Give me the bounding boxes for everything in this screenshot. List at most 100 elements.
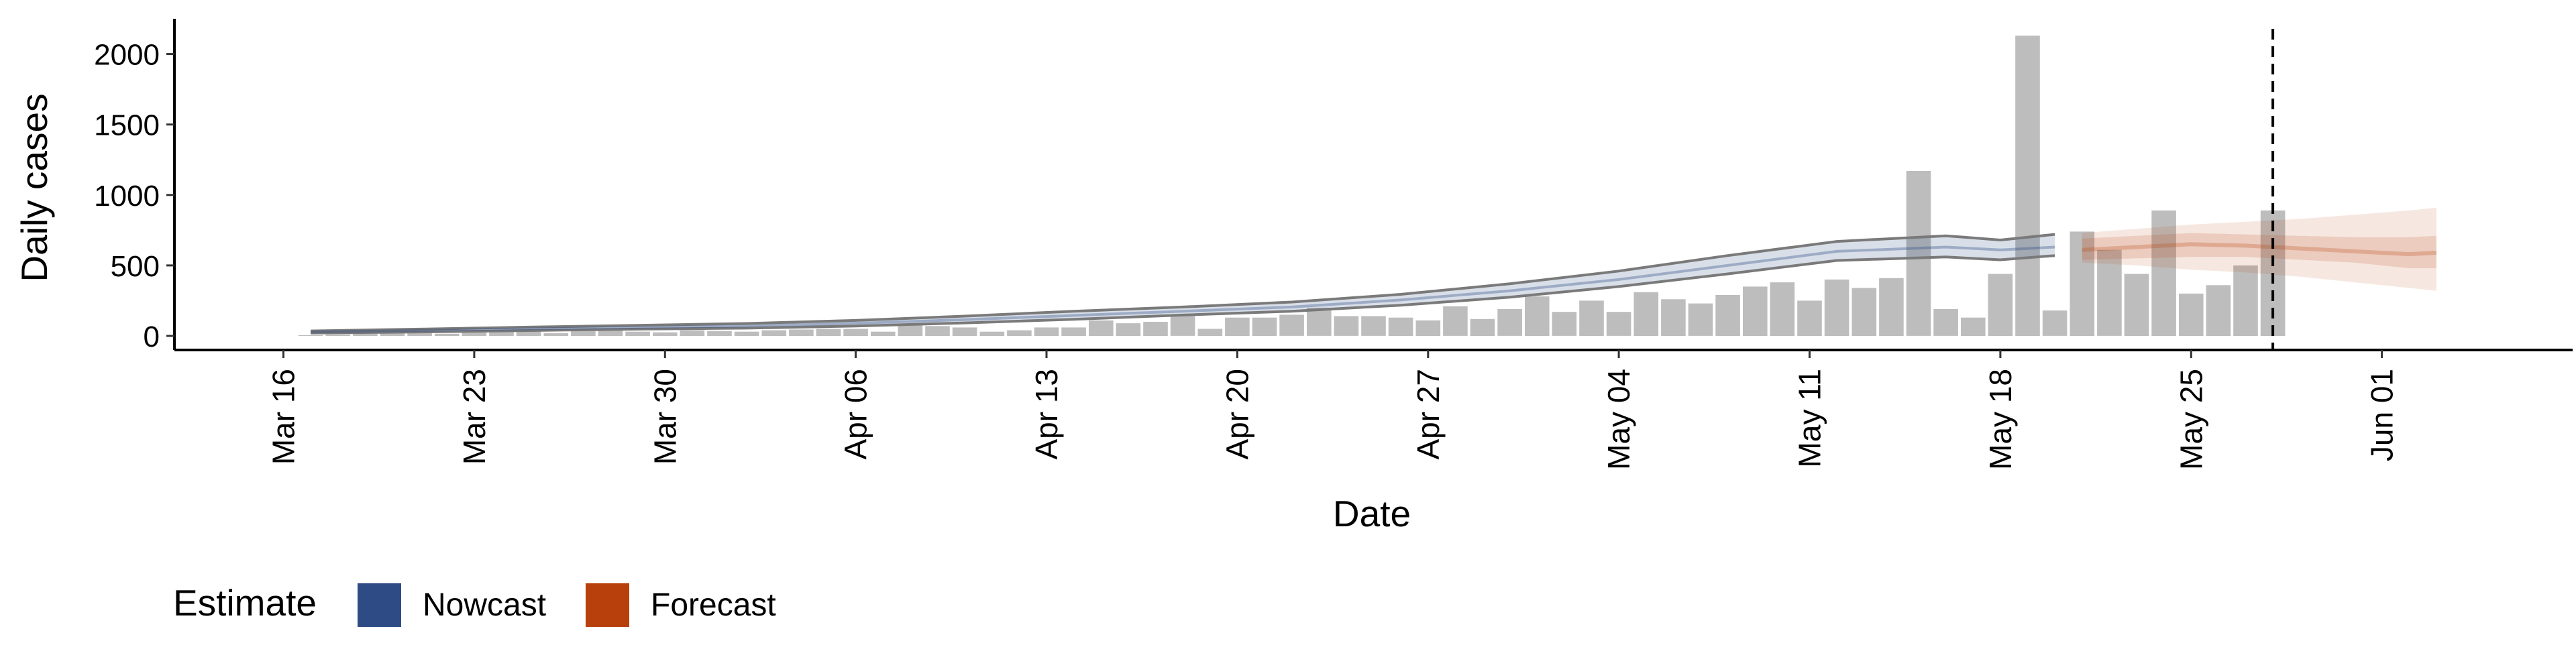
- bar-2020-04-13: [1034, 327, 1059, 336]
- x-tick-label-2020-03-30: Mar 30: [647, 369, 682, 465]
- x-tick-label-2020-05-04: May 04: [1601, 369, 1636, 470]
- bar-2020-04-06: [843, 329, 868, 336]
- bar-2020-03-30: [653, 332, 678, 336]
- x-tick-label-2020-03-16: Mar 16: [266, 369, 301, 465]
- bars-layer: [298, 36, 2286, 336]
- bar-2020-05-27: [2233, 265, 2258, 336]
- bar-2020-04-05: [816, 329, 841, 336]
- bar-2020-04-18: [1170, 316, 1195, 336]
- bar-2020-05-01: [1525, 296, 1550, 336]
- legend: Estimate Nowcast Forecast: [173, 582, 776, 627]
- bar-2020-05-26: [2206, 285, 2231, 336]
- bar-2020-03-24: [489, 331, 514, 336]
- y-tick-label-1500: 1500: [94, 109, 160, 142]
- bar-2020-03-20: [380, 333, 405, 336]
- x-tick-label-2020-05-25: May 25: [2174, 369, 2208, 470]
- bar-2020-04-22: [1279, 314, 1304, 336]
- bar-2020-05-09: [1743, 286, 1768, 336]
- bar-2020-05-10: [1770, 282, 1795, 336]
- legend-swatch-forecast: [586, 583, 629, 627]
- bar-2020-05-15: [1906, 171, 1931, 336]
- bar-2020-04-28: [1443, 306, 1468, 336]
- bar-2020-04-09: [925, 326, 950, 336]
- bar-2020-03-31: [680, 330, 705, 336]
- lines-layer: [311, 29, 2437, 350]
- x-axis-title: Date: [1333, 493, 1411, 534]
- bar-2020-04-11: [979, 331, 1005, 336]
- bar-2020-03-19: [353, 333, 378, 336]
- bar-2020-05-03: [1579, 300, 1604, 336]
- nowcast-upper-line: [311, 233, 2055, 333]
- legend-label-forecast: Forecast: [651, 587, 776, 623]
- bar-2020-03-17: [298, 335, 323, 336]
- bar-2020-04-12: [1007, 330, 1032, 336]
- bar-2020-05-14: [1879, 278, 1904, 336]
- legend-label-nowcast: Nowcast: [423, 587, 546, 623]
- y-tick-label-1000: 1000: [94, 180, 160, 213]
- bar-2020-04-08: [898, 325, 923, 336]
- bar-2020-04-10: [952, 327, 977, 336]
- bar-2020-05-05: [1633, 292, 1659, 336]
- bar-2020-05-11: [1797, 300, 1822, 336]
- x-tick-label-2020-06-01: Jun 01: [2365, 369, 2400, 461]
- bar-2020-04-20: [1225, 317, 1250, 336]
- bar-2020-05-23: [2124, 274, 2149, 336]
- bar-2020-04-17: [1143, 322, 1168, 336]
- bar-2020-05-18: [1988, 274, 2013, 336]
- axes-layer: 0 500 1000 1500 2000 Mar 16 Mar 23 Mar 30 Apr 06…: [94, 19, 2573, 470]
- bar-2020-04-21: [1252, 317, 1277, 336]
- bar-2020-04-01: [707, 331, 732, 336]
- bar-2020-05-12: [1824, 279, 1849, 336]
- bar-2020-04-27: [1415, 320, 1441, 336]
- bar-2020-03-23: [462, 332, 487, 336]
- nowcast-band-90: [311, 234, 2055, 333]
- bands-layer: [311, 207, 2436, 333]
- x-tick-label-2020-05-11: May 11: [1792, 369, 1827, 467]
- bar-2020-05-16: [1933, 309, 1958, 336]
- bar-2020-05-25: [2179, 293, 2204, 336]
- bar-2020-05-04: [1606, 312, 1631, 336]
- bar-2020-03-18: [325, 334, 351, 336]
- forecast-band-90: [2082, 207, 2436, 291]
- y-tick-label-500: 500: [111, 250, 160, 283]
- bar-2020-04-26: [1388, 317, 1413, 336]
- x-tick-label-2020-04-20: Apr 20: [1220, 369, 1254, 460]
- bar-2020-05-07: [1688, 303, 1713, 336]
- bar-2020-05-21: [2070, 231, 2095, 336]
- x-tick-label-2020-04-06: Apr 06: [839, 369, 873, 460]
- legend-title: Estimate: [173, 582, 317, 624]
- y-axis-title: Daily cases: [13, 93, 55, 282]
- x-tick-label-2020-05-18: May 18: [1983, 369, 2018, 470]
- bar-2020-03-27: [571, 330, 596, 336]
- bar-2020-05-20: [2042, 310, 2068, 336]
- bar-2020-05-02: [1552, 312, 1577, 336]
- bar-2020-03-29: [625, 331, 650, 336]
- bar-2020-04-15: [1089, 320, 1114, 336]
- x-tick-label-2020-04-13: Apr 13: [1029, 369, 1064, 460]
- legend-swatch-nowcast: [358, 583, 401, 627]
- nowcast-median-line: [311, 245, 2055, 334]
- bar-2020-04-03: [761, 330, 787, 336]
- bar-2020-05-13: [1851, 288, 1877, 336]
- bar-2020-04-23: [1307, 307, 1332, 336]
- y-tick-label-2000: 2000: [94, 39, 160, 72]
- bar-2020-04-24: [1334, 316, 1359, 336]
- y-tick-label-0: 0: [144, 320, 160, 353]
- bar-2020-04-19: [1197, 329, 1223, 336]
- forecast-band-50: [2082, 233, 2436, 269]
- bar-2020-04-16: [1116, 323, 1141, 336]
- bar-2020-05-06: [1661, 299, 1686, 336]
- bar-2020-04-04: [789, 329, 814, 336]
- bar-2020-04-25: [1361, 316, 1386, 336]
- bar-2020-03-28: [598, 329, 623, 336]
- bar-2020-03-21: [407, 332, 432, 336]
- bar-2020-05-17: [1961, 317, 1986, 336]
- bar-2020-05-22: [2097, 249, 2122, 336]
- bar-2020-05-08: [1715, 295, 1740, 336]
- bar-2020-03-26: [543, 333, 569, 336]
- bar-2020-04-14: [1061, 327, 1086, 336]
- bar-2020-05-19: [2015, 36, 2040, 336]
- x-tick-label-2020-03-23: Mar 23: [457, 369, 492, 465]
